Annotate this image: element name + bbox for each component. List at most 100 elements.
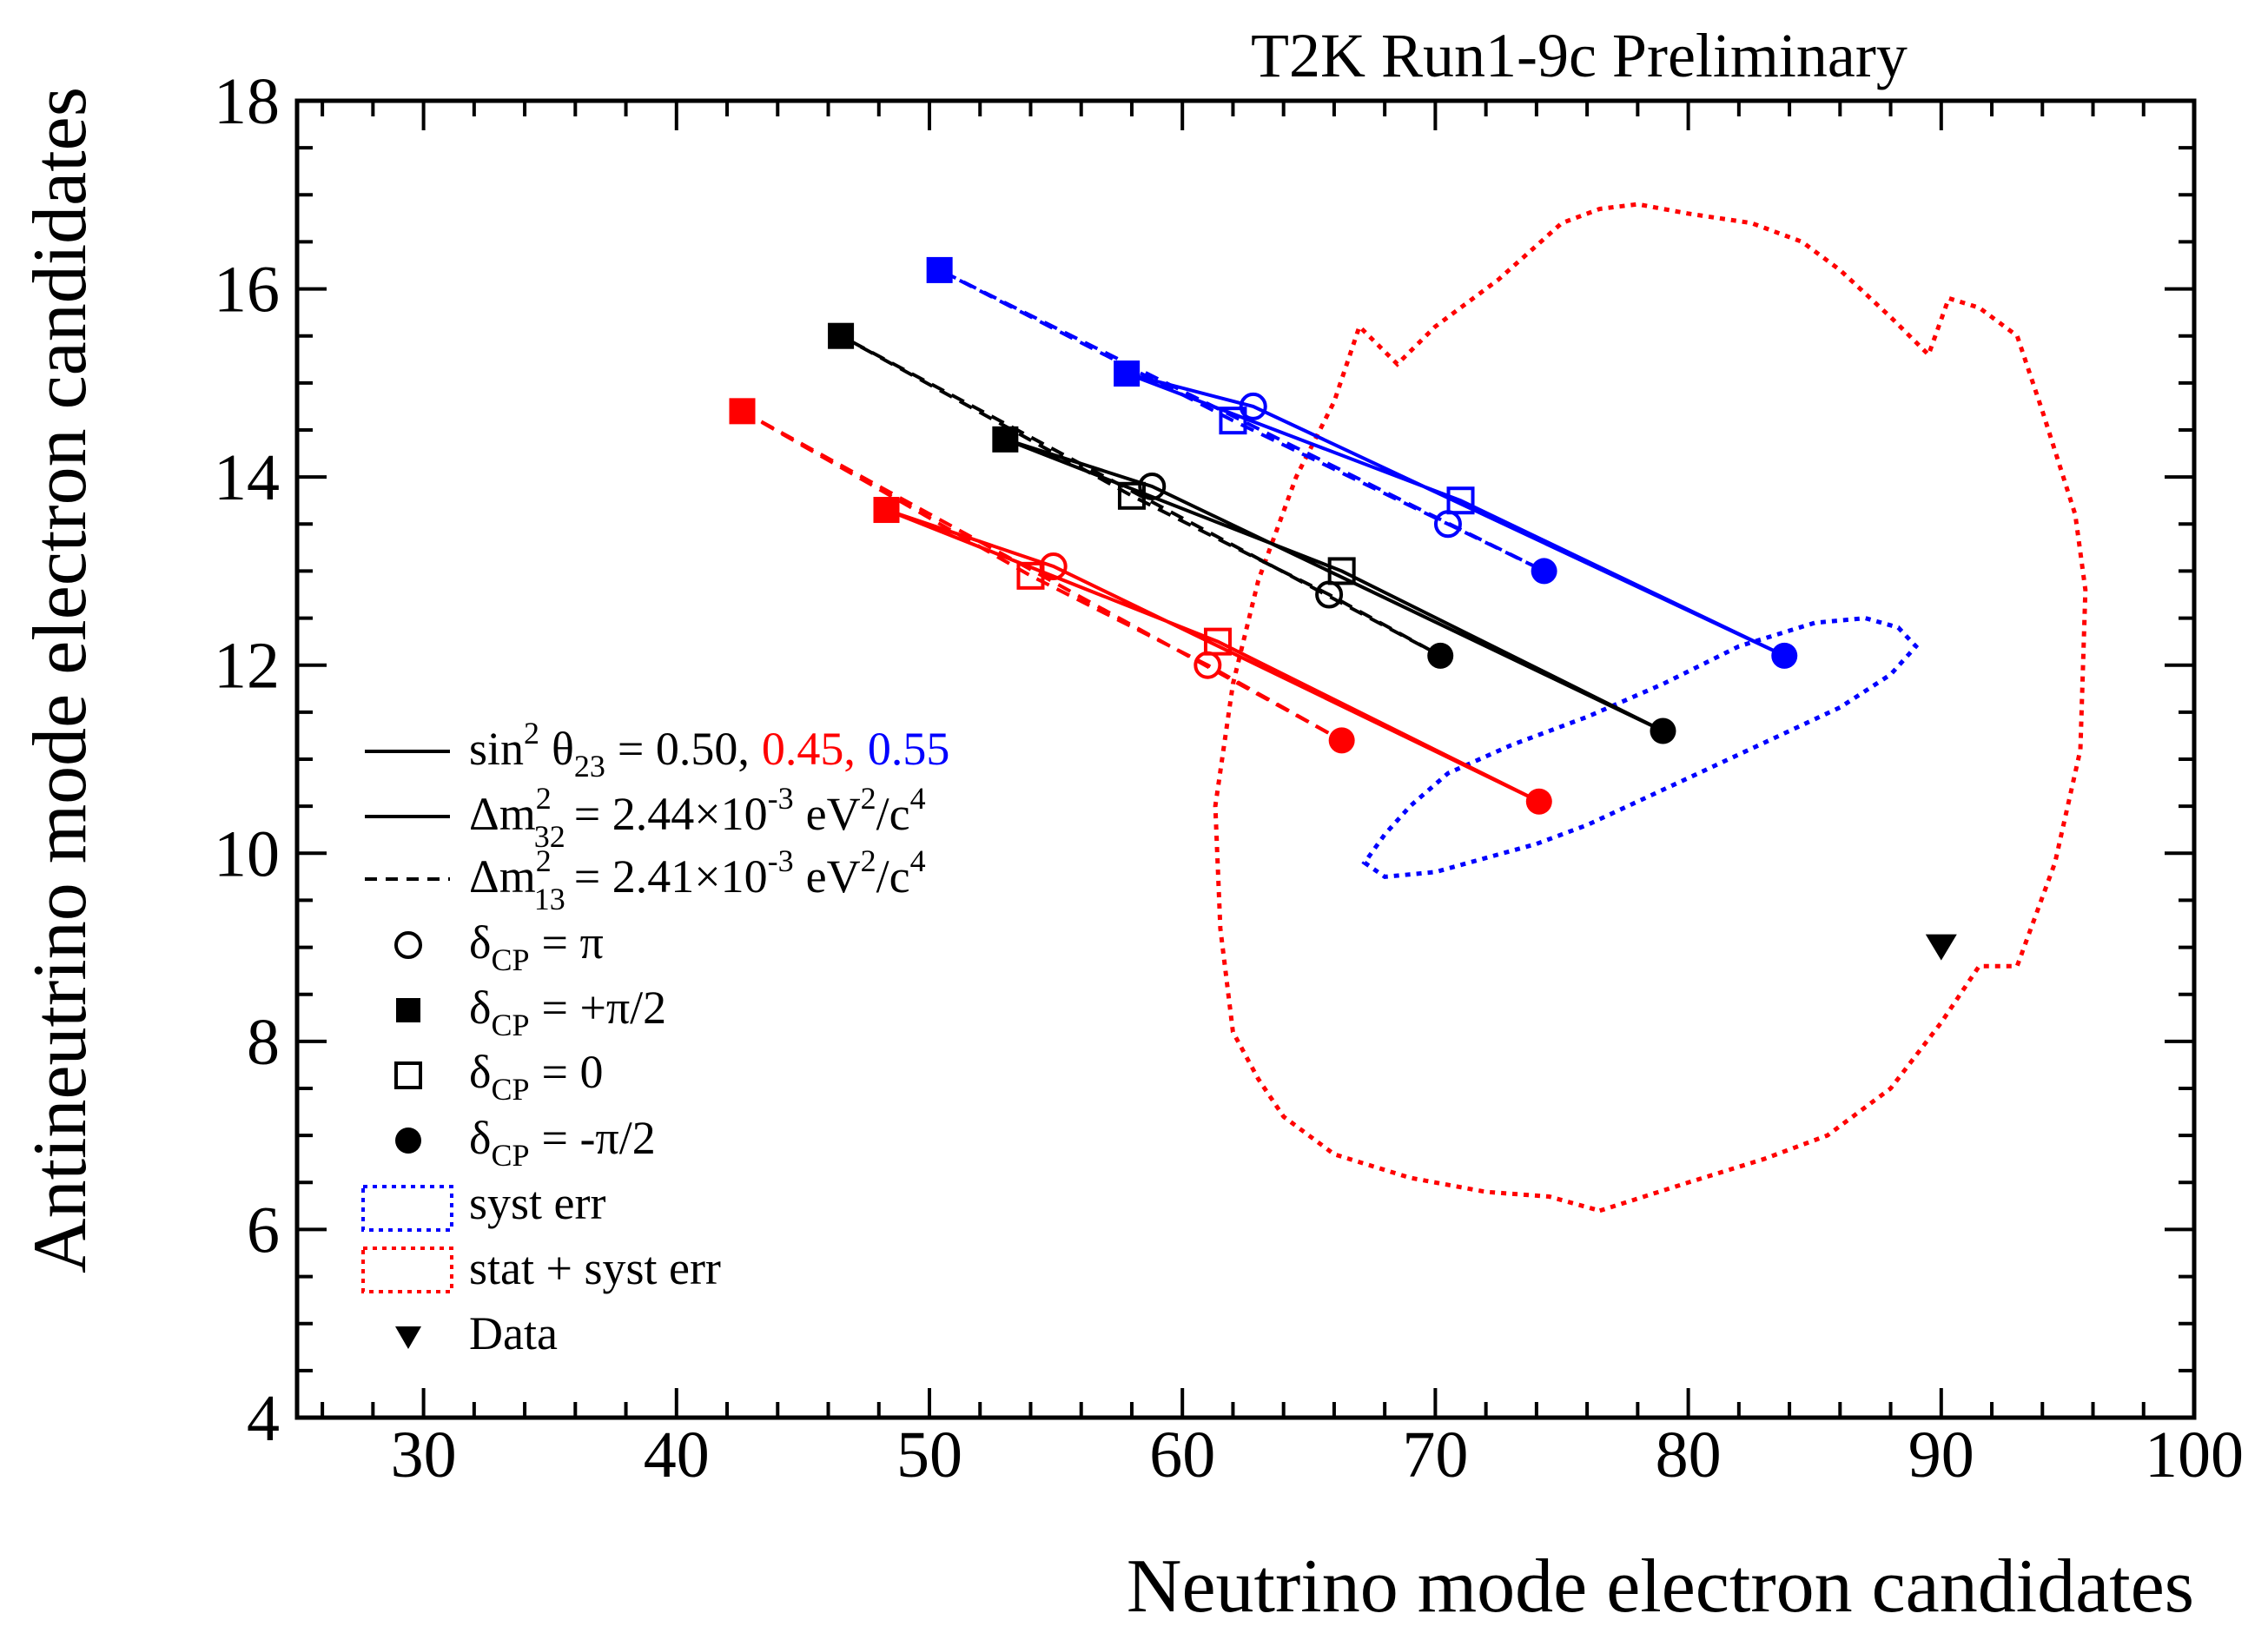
marker-square-filled-0-0: [992, 426, 1019, 453]
y-axis-title: Antineutrino mode electron candidates: [18, 87, 102, 1273]
legend-square-open: [394, 1061, 422, 1089]
legend-delta-zero-sub: CP: [491, 1072, 529, 1107]
legend-sin-blue: 0.55: [868, 723, 950, 775]
marker-circle-filled-3-3: [1328, 727, 1355, 754]
legend-dm13-eq: = 2.41×10: [574, 850, 768, 903]
legend-dm13-unit2: /c: [876, 850, 910, 903]
marker-square-filled-4-0: [1114, 360, 1141, 387]
x-tick-label: 70: [1402, 1418, 1468, 1491]
legend-delta-plus: δCP = +π/2: [469, 982, 666, 1042]
legend-delta-zero-val: = 0: [542, 1046, 604, 1098]
legend-sin-theta: sin2 θ23 = 0.50, 0.45, 0.55: [469, 716, 949, 784]
marker-square-filled-5-0: [926, 256, 953, 283]
marker-circle-open-5-2: [1433, 510, 1462, 539]
legend-dm32-unit-sup: 2: [861, 781, 876, 816]
legend-data-label: Data: [469, 1307, 558, 1359]
marker-square-open-0-2: [1327, 557, 1356, 585]
legend-delta-minus-sym: δ: [469, 1112, 491, 1164]
contour-stat-syst-err: [1213, 202, 2088, 1213]
marker-circle-filled-4-3: [1771, 642, 1798, 669]
legend-delta-zero-sym: δ: [469, 1046, 491, 1098]
legend-dm32: Δm2 32 = 2.44×10-3 eV2/c4: [469, 781, 926, 854]
legend-dm32-sub: 32: [534, 819, 565, 854]
legend-dm32-unit1: eV: [806, 788, 861, 840]
y-tick-label: 18: [214, 65, 280, 138]
legend-data-marker: [395, 1326, 421, 1349]
legend-delta-pi-sym: δ: [469, 916, 491, 969]
x-tick-label: 90: [1908, 1418, 1974, 1491]
legend-delta-plus-sub: CP: [491, 1008, 529, 1042]
x-tick-label: 40: [644, 1418, 710, 1491]
marker-square-open-1-1: [1117, 481, 1146, 510]
marker-circle-open-3-2: [1194, 651, 1222, 679]
legend-dm13-sup: 2: [536, 843, 552, 878]
ellipses-group: [1213, 202, 2088, 1213]
legend-delta-plus-sym: δ: [469, 982, 491, 1034]
legend-dm13-unit-sup2: 4: [910, 843, 926, 878]
data-point-marker: [1925, 934, 1957, 961]
contour-syst-err: [1361, 616, 1920, 879]
marker-circle-open-1-2: [1315, 580, 1344, 609]
x-tick-label: 80: [1656, 1418, 1722, 1491]
marker-square-open-2-2: [1203, 627, 1232, 656]
marker-square-open-5-1: [1219, 407, 1247, 435]
marker-circle-open-4-1: [1239, 392, 1267, 420]
series-line-1: [840, 334, 1442, 658]
legend-statsyst-label: stat + syst err: [469, 1242, 721, 1294]
marker-circle-filled-1-3: [1427, 642, 1454, 669]
legend-statsyst-box: [361, 1247, 453, 1293]
marker-circle-open-0-1: [1138, 472, 1167, 500]
marker-square-filled-2-0: [873, 497, 900, 524]
legend-syst-box: [361, 1185, 453, 1232]
legend-sin-red: 0.45,: [762, 723, 856, 775]
series-line-3: [741, 409, 1343, 743]
legend-dm13-exp: -3: [768, 843, 794, 878]
x-axis-title: Neutrino mode electron candidates: [1127, 1544, 2194, 1629]
legend-dm13-sub: 13: [534, 882, 565, 916]
legend-delta-pi: δCP = π: [469, 916, 604, 977]
marker-square-filled-3-0: [729, 398, 756, 425]
legend-dm32-unit2: /c: [876, 788, 910, 840]
x-tick-label: 30: [391, 1418, 457, 1491]
legend-dm13: Δm2 13 = 2.41×10-3 eV2/c4: [469, 843, 926, 916]
legend-delta-minus-sub: CP: [491, 1138, 529, 1173]
legend-square-filled: [396, 998, 420, 1022]
marker-circle-filled-0-3: [1650, 718, 1676, 744]
legend-delta-pi-sub: CP: [491, 942, 529, 977]
x-tick-label: 50: [896, 1418, 962, 1491]
legend-dm32-eq: = 2.44×10: [574, 788, 768, 840]
marker-circle-filled-2-3: [1525, 788, 1552, 815]
series-group: [741, 268, 1786, 803]
legend-delta-zero: δCP = 0: [469, 1046, 603, 1107]
legend-dm32-pre: Δm: [469, 788, 536, 840]
marker-square-open-4-2: [1446, 486, 1475, 515]
legend-dm13-pre: Δm: [469, 850, 536, 903]
legend-delta-plus-val: = +π/2: [542, 982, 667, 1034]
legend-circle-open: [394, 931, 422, 959]
tick-labels-group: 30 40 50 60 70 80 90 100 4 6 8 10 12 14 16 18: [214, 65, 2244, 1491]
legend-circle-filled: [395, 1128, 421, 1154]
y-tick-label: 10: [214, 817, 280, 890]
marker-square-open-3-1: [1016, 561, 1045, 590]
legend-dm32-exp: -3: [768, 781, 794, 816]
legend-delta-minus: δCP = -π/2: [469, 1112, 656, 1173]
y-tick-label: 8: [247, 1006, 280, 1079]
legend-sin-prefix: sin: [469, 723, 524, 775]
y-tick-label: 6: [247, 1194, 280, 1266]
legend-delta-pi-val: = π: [542, 916, 604, 969]
legend-dm13-unit-sup: 2: [861, 843, 876, 878]
x-tick-label: 100: [2145, 1418, 2244, 1491]
x-tick-label: 60: [1149, 1418, 1215, 1491]
marker-square-filled-1-0: [828, 322, 855, 349]
y-tick-label: 14: [214, 441, 280, 514]
ticks-group: [297, 99, 2196, 1419]
legend-syst-label: syst err: [469, 1177, 605, 1229]
y-tick-label: 16: [214, 254, 280, 327]
legend-sin-sup: 2: [524, 716, 539, 751]
series-line-5: [938, 268, 1545, 573]
chart-header: T2K Run1-9c Preliminary: [1251, 21, 1908, 90]
legend-dm13-unit1: eV: [806, 850, 861, 903]
legend-dm32-sup: 2: [536, 781, 552, 816]
legend-delta-minus-val: = -π/2: [542, 1112, 656, 1164]
